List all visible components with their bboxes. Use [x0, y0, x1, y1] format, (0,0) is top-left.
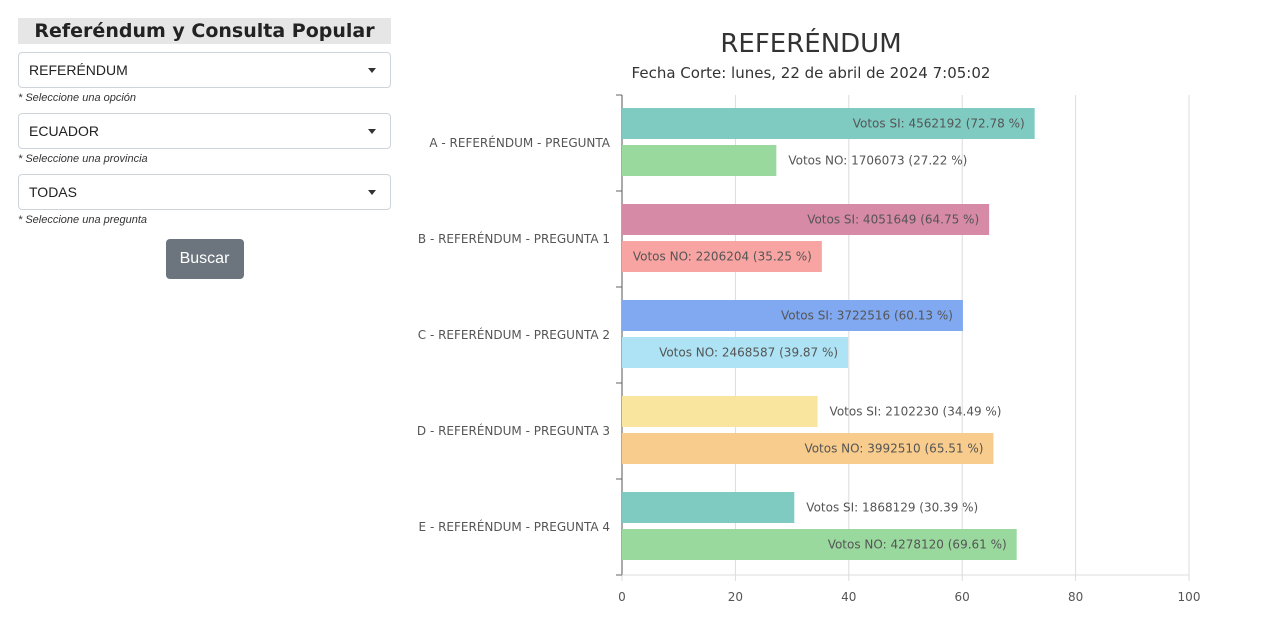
bar-value-label: Votos NO: 2206204 (35.25 %)	[633, 250, 812, 264]
chart-title: REFERÉNDUM	[720, 27, 901, 59]
category-label: C - REFERÉNDUM - PREGUNTA 2	[418, 327, 610, 342]
x-tick-label: 100	[1178, 590, 1201, 604]
x-tick-label: 20	[728, 590, 743, 604]
bar-value-label: Votos NO: 3992510 (65.51 %)	[804, 442, 983, 456]
category-label: D - REFERÉNDUM - PREGUNTA 3	[417, 423, 610, 438]
chart-subtitle: Fecha Corte: lunes, 22 de abril de 2024 …	[632, 64, 991, 82]
province-hint: * Seleccione una provincia	[18, 153, 148, 165]
bar-value-label: Votos SI: 2102230 (34.49 %)	[830, 405, 1002, 419]
bar-chart: REFERÉNDUM Fecha Corte: lunes, 22 de abr…	[417, 27, 1201, 604]
province-select-value: ECUADOR	[29, 123, 100, 139]
bar	[622, 529, 1017, 560]
bar	[622, 108, 1035, 139]
question-select-value: TODAS	[29, 184, 77, 200]
category-label: E - REFERÉNDUM - PREGUNTA 4	[419, 519, 610, 534]
bar-value-label: Votos SI: 3722516 (60.13 %)	[781, 309, 953, 323]
chevron-down-icon	[368, 68, 376, 73]
chevron-down-icon	[368, 190, 376, 195]
bar	[622, 337, 849, 368]
bar-value-label: Votos NO: 2468587 (39.87 %)	[659, 346, 838, 360]
bar	[622, 204, 990, 235]
option-select[interactable]: REFERÉNDUM	[18, 52, 391, 88]
category-label: A - REFERÉNDUM - PREGUNTA	[429, 135, 610, 150]
bar	[622, 433, 994, 464]
bar-value-label: Votos NO: 1706073 (27.22 %)	[788, 154, 967, 168]
panel-title: Referéndum y Consulta Popular	[18, 18, 391, 44]
x-tick-label: 0	[618, 590, 626, 604]
bar	[622, 396, 818, 427]
option-select-value: REFERÉNDUM	[29, 62, 128, 78]
chevron-down-icon	[368, 129, 376, 134]
bar	[622, 145, 777, 176]
bar-value-label: Votos SI: 1868129 (30.39 %)	[806, 501, 978, 515]
x-tick-label: 40	[841, 590, 856, 604]
bar	[622, 241, 822, 272]
x-tick-label: 60	[955, 590, 970, 604]
bar	[622, 300, 963, 331]
bar-value-label: Votos NO: 4278120 (69.61 %)	[828, 538, 1007, 552]
bar	[622, 492, 795, 523]
search-button[interactable]: Buscar	[165, 239, 244, 279]
bar-value-label: Votos SI: 4562192 (72.78 %)	[853, 117, 1025, 131]
province-select[interactable]: ECUADOR	[18, 113, 391, 149]
question-select[interactable]: TODAS	[18, 174, 391, 210]
question-hint: * Seleccione una pregunta	[18, 214, 148, 226]
option-hint: * Seleccione una opción	[18, 92, 137, 104]
x-tick-label: 80	[1068, 590, 1083, 604]
category-label: B - REFERÉNDUM - PREGUNTA 1	[418, 231, 610, 246]
filter-panel: Referéndum y Consulta Popular REFERÉNDUM…	[18, 18, 391, 279]
bar-value-label: Votos SI: 4051649 (64.75 %)	[807, 213, 979, 227]
